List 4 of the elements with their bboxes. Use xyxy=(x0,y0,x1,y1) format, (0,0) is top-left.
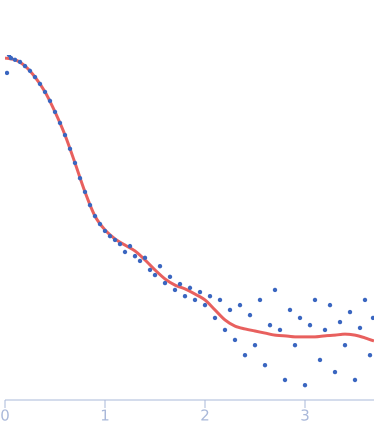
x-tick-label: 1 xyxy=(100,406,110,425)
x-tick-label: 0 xyxy=(0,406,10,425)
x-tick-label: 2 xyxy=(200,406,210,425)
x-tick-label: 3 xyxy=(300,406,310,425)
